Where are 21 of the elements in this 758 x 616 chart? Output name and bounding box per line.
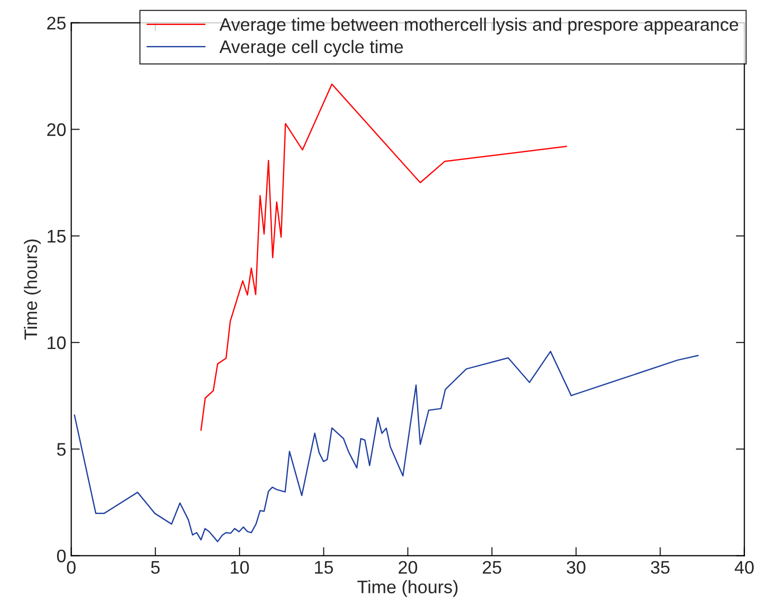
x-tick-label: 30 [566,560,586,574]
x-tick-label: 15 [315,561,333,574]
x-axis-title: Time (hours) [357,580,458,597]
y-tick-label: 15 [48,230,66,243]
y-tick-label: 5 [57,443,66,456]
x-tick-label: 10 [230,560,249,574]
line-series [74,350,699,542]
y-tick-label: 20 [47,123,66,136]
y-tick-label: 10 [48,336,66,350]
y-axis-title: Time (hours) [24,240,41,340]
y-tick-label: 0 [57,550,66,562]
y-tick-label: 25 [47,16,66,30]
x-tick-label: 40 [734,560,754,574]
x-tick-label: 5 [151,561,160,574]
x-tick-label: 25 [482,560,502,574]
x-tick-label: 35 [650,560,670,574]
legend-label: Average time between mothercell lysis and prespore appearance [219,18,738,34]
legend-label: Average cell cycle time [219,40,403,57]
x-tick-label: 0 [66,560,76,574]
x-tick-label: 20 [398,560,418,574]
line-series [200,84,568,431]
